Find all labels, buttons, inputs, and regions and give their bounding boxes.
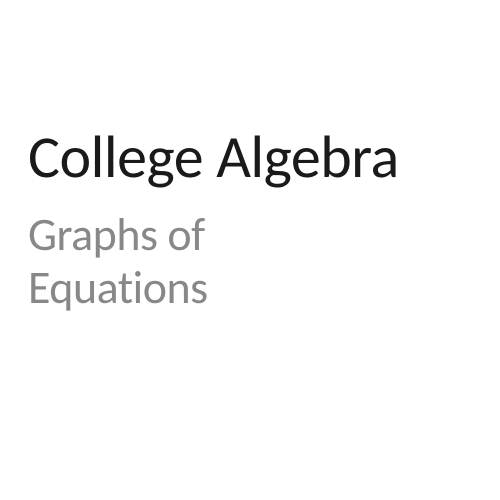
slide-title: College Algebra — [28, 125, 399, 191]
subtitle-line-2: Equations — [28, 262, 208, 315]
subtitle-line-1: Graphs of — [28, 209, 208, 262]
slide-subtitle: Graphs of Equations — [28, 209, 208, 315]
